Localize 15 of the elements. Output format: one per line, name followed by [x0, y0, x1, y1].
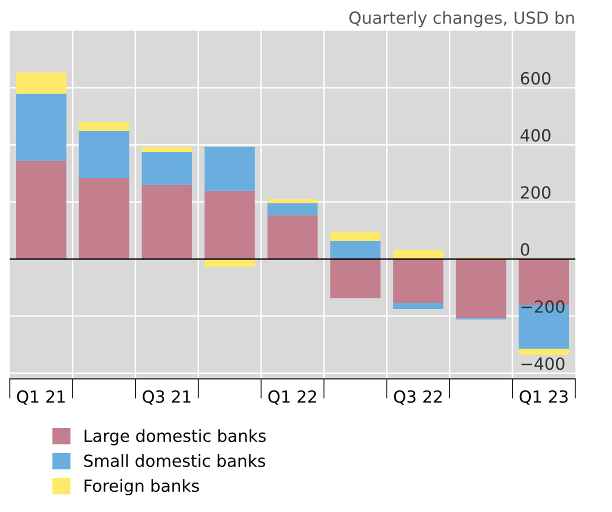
chart-title: Quarterly changes, USD bn [349, 11, 574, 28]
legend-label: Small domestic banks [84, 454, 266, 468]
legend-label: Foreign banks [84, 479, 199, 496]
x-tick-label: Q1 23 [520, 390, 568, 405]
y-tick-label: 400 [520, 129, 550, 142]
legend-label: Large domestic banks [84, 429, 266, 446]
x-tick-label: Q3 22 [394, 390, 442, 405]
y-tick-label: 200 [520, 186, 550, 199]
y-tick-label: −400 [521, 357, 564, 370]
y-tick-label: −200 [521, 300, 564, 313]
y-tick-label: 600 [520, 72, 550, 85]
y-tick-label: 0 [520, 243, 530, 256]
x-tick-label: Q3 21 [142, 390, 190, 405]
x-tick-label: Q1 22 [268, 390, 316, 405]
x-tick-label: Q1 21 [17, 390, 65, 405]
